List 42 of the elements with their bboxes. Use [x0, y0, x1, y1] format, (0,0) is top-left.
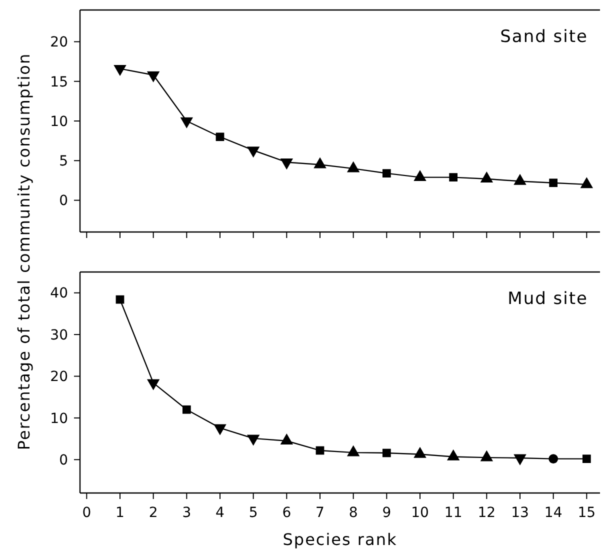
y-tick-label: 0: [59, 193, 68, 210]
point: [346, 161, 360, 172]
annotation: Sand site: [500, 27, 588, 47]
y-tick-label: 30: [50, 327, 68, 344]
point: [382, 169, 391, 178]
y-tick-label: 15: [50, 74, 68, 90]
x-tick-label: 2: [148, 505, 158, 521]
annotation: Mud site: [508, 289, 588, 309]
point: [580, 177, 594, 188]
point: [216, 132, 224, 142]
x-tick-label: 10: [411, 505, 429, 521]
x-tick-label: 6: [282, 505, 292, 521]
point: [449, 173, 458, 182]
point: [480, 172, 494, 183]
y-axis-title: Percentage of total community consumption: [14, 52, 34, 450]
x-tick-label: 15: [578, 505, 596, 521]
point: [414, 170, 426, 181]
y-tick-label: 20: [50, 369, 68, 386]
x-tick-label: 7: [316, 505, 324, 521]
y-tick-label: 20: [50, 34, 68, 51]
y-tick-label: 10: [50, 410, 68, 427]
y-tick-label: 40: [50, 286, 68, 302]
x-tick-label: 0: [82, 505, 92, 521]
point: [514, 174, 526, 185]
x-tick-label: 13: [511, 505, 529, 521]
x-tick-label: 3: [182, 505, 192, 521]
y-tick-label: 10: [50, 114, 68, 130]
x-tick-label: 5: [248, 505, 258, 521]
x-tick-label: 9: [382, 505, 392, 521]
y-tick-label: 0: [59, 452, 68, 469]
x-tick-label: 11: [444, 505, 462, 521]
y-tick-label: 5: [59, 154, 68, 170]
point: [146, 71, 160, 82]
x-tick-label: 1: [116, 505, 124, 521]
point: [180, 117, 194, 128]
x-tick-label: 8: [348, 505, 358, 521]
x-tick-label: 12: [478, 505, 496, 521]
x-tick-label: 14: [544, 505, 562, 521]
point: [114, 65, 126, 76]
x-tick-label: 4: [216, 505, 225, 521]
x-axis-title: Species rank: [282, 530, 398, 549]
point: [314, 157, 326, 168]
